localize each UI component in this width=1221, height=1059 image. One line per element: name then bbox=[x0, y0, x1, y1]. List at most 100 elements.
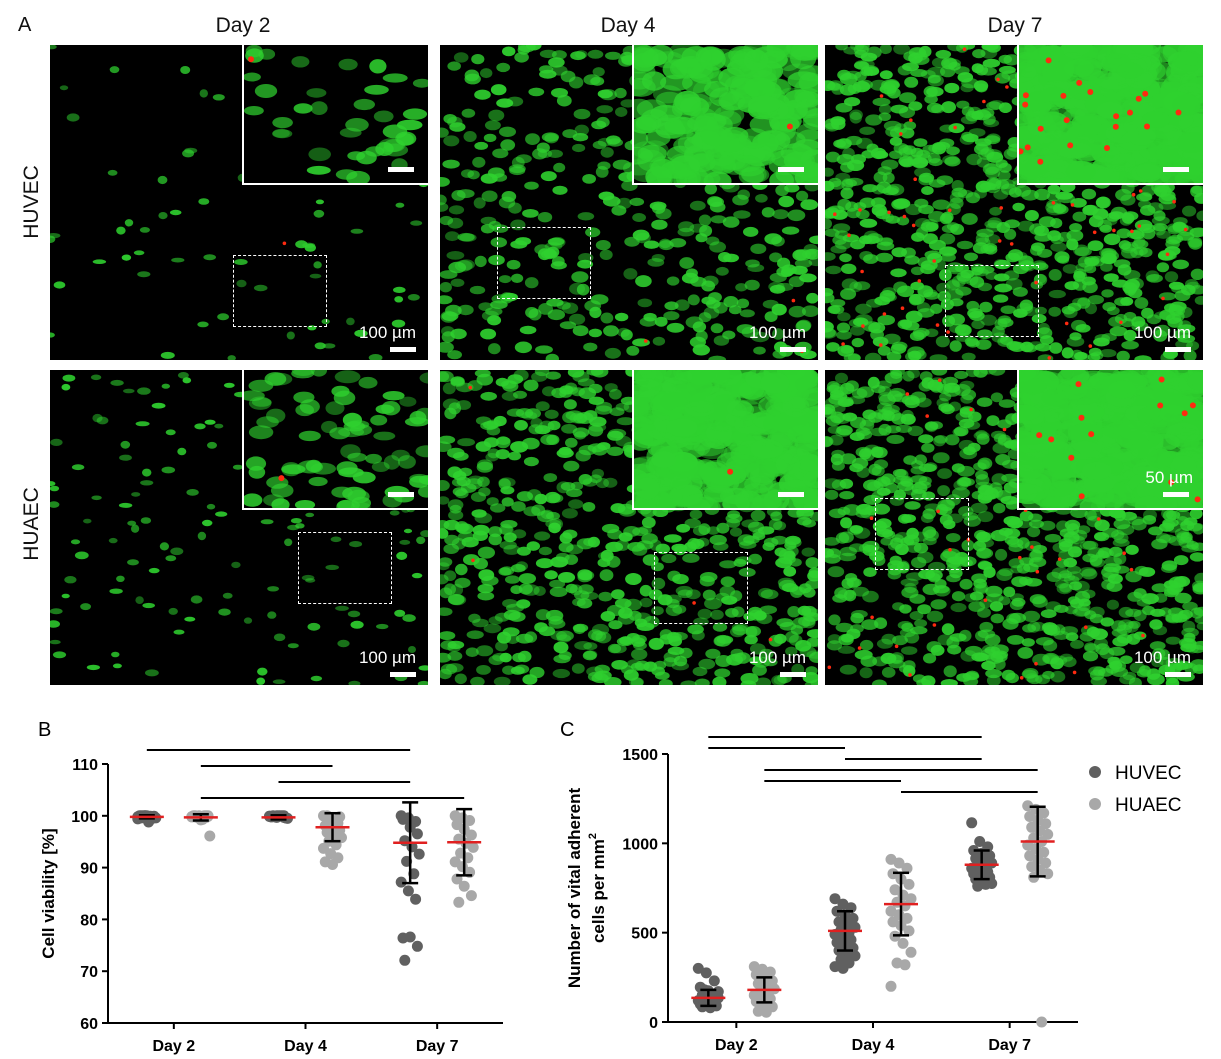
data-point-huvec bbox=[837, 962, 849, 974]
data-point-huaec bbox=[901, 862, 913, 874]
inset-scale-bar bbox=[1163, 492, 1189, 497]
data-point-huaec bbox=[752, 1005, 764, 1017]
column-header-day4: Day 4 bbox=[600, 14, 656, 37]
data-point-huaec bbox=[467, 841, 479, 853]
column-header-day7: Day 7 bbox=[987, 14, 1043, 37]
inset-zoom: 50 µm bbox=[1017, 370, 1203, 510]
roi-dashed-box bbox=[945, 265, 1039, 337]
y-tick-label: 90 bbox=[80, 861, 98, 878]
data-point-huvec bbox=[700, 967, 712, 979]
data-point-huvec bbox=[413, 848, 425, 860]
inset-zoom bbox=[1017, 45, 1203, 185]
y-tick-label: 1000 bbox=[622, 836, 658, 853]
y-tick-label: 500 bbox=[631, 926, 658, 943]
data-point-huaec bbox=[885, 980, 897, 992]
micrograph-huvec-day2: 100 µm bbox=[50, 45, 428, 360]
inset-zoom bbox=[632, 45, 818, 185]
data-point-huvec bbox=[829, 893, 841, 905]
data-point-huvec bbox=[708, 975, 720, 987]
inset-scale-bar bbox=[778, 492, 804, 497]
scale-label: 100 µm bbox=[358, 323, 416, 342]
y-tick-label: 70 bbox=[80, 964, 98, 981]
data-point-huvec bbox=[395, 876, 407, 888]
roi-dashed-box bbox=[298, 532, 392, 604]
data-point-huvec bbox=[966, 817, 978, 829]
data-point-huvec bbox=[712, 986, 724, 998]
roi-dashed-box bbox=[497, 227, 591, 299]
y-tick-label: 80 bbox=[80, 912, 98, 929]
x-tick-label: Day 4 bbox=[284, 1038, 327, 1055]
data-point-huvec bbox=[402, 885, 414, 897]
data-point-huaec bbox=[453, 896, 465, 908]
data-point-huaec bbox=[458, 880, 470, 892]
inset-scale-bar bbox=[388, 167, 414, 172]
roi-dashed-box bbox=[233, 255, 327, 327]
column-header-day2: Day 2 bbox=[215, 14, 271, 37]
x-tick-label: Day 2 bbox=[715, 1037, 758, 1054]
data-point-huaec bbox=[204, 830, 216, 842]
y-tick-label: 110 bbox=[72, 757, 98, 774]
scale-label: 100 µm bbox=[358, 648, 416, 667]
data-point-huaec bbox=[327, 859, 338, 870]
data-point-huaec bbox=[899, 959, 911, 971]
legend-label: HUVEC bbox=[1115, 763, 1182, 784]
legend-marker bbox=[1089, 766, 1101, 778]
y-axis-label: Number of vital adherent cells per mm2 bbox=[565, 788, 608, 989]
micrograph-huaec-day2: 100 µm bbox=[50, 370, 428, 685]
panel-letter-a: A bbox=[18, 14, 32, 36]
data-point-huvec bbox=[404, 931, 416, 943]
scale-bar bbox=[390, 347, 416, 352]
micrograph-huaec-day7: 50 µm 100 µm bbox=[825, 370, 1203, 685]
scale-label: 100 µm bbox=[748, 648, 806, 667]
scale-label: 100 µm bbox=[748, 323, 806, 342]
inset-scale-bar bbox=[778, 167, 804, 172]
data-point-huaec bbox=[465, 829, 477, 841]
x-tick-label: Day 2 bbox=[152, 1038, 195, 1055]
data-point-huvec bbox=[692, 962, 704, 974]
data-point-huvec bbox=[974, 836, 986, 847]
scale-bar bbox=[390, 672, 416, 677]
data-point-huaec bbox=[893, 857, 905, 869]
y-tick-label: 1500 bbox=[622, 747, 658, 764]
data-point-huvec bbox=[704, 1002, 716, 1014]
y-tick-label: 100 bbox=[71, 809, 98, 826]
data-point-huaec bbox=[903, 878, 915, 890]
scale-bar bbox=[1165, 672, 1191, 677]
inset-zoom bbox=[242, 45, 428, 185]
data-point-huvec bbox=[410, 893, 422, 905]
scale-label: 100 µm bbox=[1133, 648, 1191, 667]
panel-a: A Day 2 Day 4 Day 7 HUVEC HUAEC 100 µm 10… bbox=[18, 14, 1203, 685]
data-point-huvec bbox=[980, 878, 992, 890]
micrograph-huvec-day4: 100 µm bbox=[440, 45, 818, 360]
data-point-huaec bbox=[465, 890, 477, 902]
inset-scale-bar bbox=[388, 492, 414, 497]
chart-b-cell-viability: B 60 70 80 90 100 110 Day 2 Day 4 Day 7 Cell viabi… bbox=[38, 719, 503, 1055]
data-point-huaec bbox=[889, 884, 901, 896]
row-header-huaec: HUAEC bbox=[20, 487, 43, 561]
x-tick-label: Day 7 bbox=[416, 1038, 459, 1055]
y-tick-label: 0 bbox=[649, 1015, 658, 1032]
scale-bar bbox=[780, 347, 806, 352]
data-point-huaec bbox=[897, 937, 909, 949]
y-axis-label: Cell viability [%] bbox=[39, 828, 58, 958]
data-point-huaec bbox=[760, 1006, 772, 1018]
panel-letter: B bbox=[38, 719, 51, 741]
legend-label: HUAEC bbox=[1115, 795, 1182, 816]
micrograph-huaec-day4: 100 µm bbox=[440, 370, 818, 685]
data-point-huaec bbox=[905, 946, 917, 958]
inset-zoom bbox=[632, 370, 818, 510]
data-point-huaec bbox=[1036, 1016, 1048, 1028]
row-header-huvec: HUVEC bbox=[20, 165, 43, 239]
chart-c-vital-cells: C 0 500 1000 1500 Day 2 Day 4 Day 7 Number of vi… bbox=[560, 719, 1182, 1054]
scale-bar bbox=[780, 672, 806, 677]
data-point-huvec bbox=[411, 940, 423, 952]
data-point-huaec bbox=[464, 815, 476, 826]
micrograph-huvec-day7: 100 µm bbox=[825, 45, 1203, 360]
y-tick-label: 60 bbox=[80, 1016, 98, 1033]
x-tick-label: Day 7 bbox=[988, 1037, 1031, 1054]
data-point-huaec bbox=[905, 893, 917, 905]
data-point-huaec bbox=[321, 810, 333, 822]
inset-scale-bar bbox=[1163, 167, 1189, 172]
scale-bar bbox=[1165, 347, 1191, 352]
inset-zoom bbox=[242, 370, 428, 510]
